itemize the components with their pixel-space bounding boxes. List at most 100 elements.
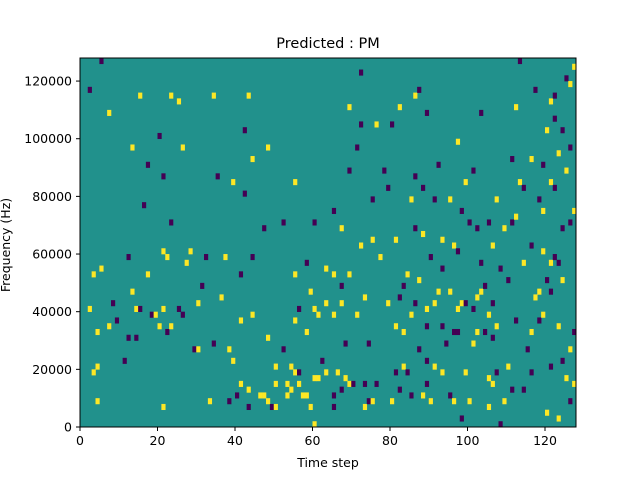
heatmap-cell <box>339 386 344 393</box>
heatmap-cell <box>269 403 275 411</box>
heatmap-cell <box>362 294 368 301</box>
heatmap-cell <box>308 403 313 411</box>
heatmap-cell <box>126 254 131 261</box>
heatmap-cell <box>510 156 515 163</box>
heatmap-cell <box>529 156 534 163</box>
heatmap-cell <box>537 317 542 324</box>
heatmap-cell <box>397 386 402 393</box>
heatmap-cell <box>486 219 492 226</box>
heatmap-cell <box>440 265 445 272</box>
heatmap-cell <box>506 363 511 370</box>
heatmap-cell <box>316 375 321 382</box>
heatmap-cell <box>440 369 445 376</box>
heatmap-cell <box>130 288 135 295</box>
heatmap-cell <box>541 161 546 168</box>
heatmap-cell <box>421 230 426 238</box>
heatmap-cell <box>304 328 309 336</box>
heatmap-cell <box>180 311 185 318</box>
heatmap-cell <box>343 340 348 347</box>
heatmap-cell <box>467 219 472 226</box>
y-tick-label: 40000 <box>32 304 72 319</box>
heatmap-cell <box>142 202 147 209</box>
heatmap-cell <box>250 156 255 163</box>
heatmap-cell <box>176 305 182 312</box>
heatmap-cell <box>397 104 402 111</box>
heatmap-cell <box>475 328 480 336</box>
heatmap-cell <box>238 271 244 278</box>
heatmap-cell <box>393 323 399 330</box>
heatmap-cell <box>471 340 476 347</box>
heatmap-cell <box>312 421 317 428</box>
heatmap-cell <box>537 288 542 295</box>
heatmap-cell <box>494 323 499 330</box>
heatmap-cell <box>514 104 519 111</box>
x-tick-label: 40 <box>227 433 243 448</box>
x-tick-label: 0 <box>76 433 84 448</box>
heatmap-cell <box>506 277 511 284</box>
x-axis: 0 20 40 60 80 100 120 <box>76 427 557 448</box>
heatmap-cell <box>359 121 364 128</box>
heatmap-cell <box>568 219 573 226</box>
x-tick-label: 100 <box>456 433 480 448</box>
heatmap-cell <box>192 346 197 353</box>
heatmap-cell <box>529 369 534 376</box>
heatmap-cell <box>572 63 577 70</box>
chart-title: Predicted : PM <box>276 36 379 52</box>
heatmap-cell <box>331 403 337 411</box>
heatmap-cell <box>541 311 546 318</box>
heatmap-cell <box>556 150 561 157</box>
heatmap-cell <box>529 328 534 336</box>
heatmap-cell <box>401 328 406 336</box>
heatmap-cell <box>134 305 139 312</box>
heatmap-cell <box>273 363 278 370</box>
heatmap-cell <box>405 271 410 278</box>
heatmap-cell <box>362 403 368 411</box>
heatmap-cell <box>413 300 418 307</box>
heatmap-cell <box>107 323 112 330</box>
heatmap-cell <box>514 317 519 324</box>
heatmap-cell <box>421 184 426 191</box>
heatmap-cell <box>397 294 402 301</box>
heatmap-cell <box>494 369 499 376</box>
heatmap-cell <box>91 369 96 376</box>
heatmap-cell <box>486 375 492 382</box>
heatmap-cell <box>285 392 290 399</box>
heatmap-cell <box>165 254 170 261</box>
heatmap-cell <box>238 317 244 324</box>
heatmap-cell <box>413 173 418 180</box>
heatmap-cell <box>149 311 154 318</box>
heatmap-cell <box>281 219 286 226</box>
heatmap-cell <box>548 259 554 266</box>
heatmap-cell <box>95 328 100 336</box>
heatmap-cell <box>502 398 507 405</box>
heatmap-cell <box>308 288 313 295</box>
heatmap-cell <box>95 398 100 405</box>
heatmap-cell <box>312 305 317 312</box>
heatmap-cell <box>564 375 569 382</box>
heatmap-cell <box>533 86 538 93</box>
heatmap-cell <box>401 282 406 289</box>
heatmap-cell <box>510 386 515 393</box>
heatmap-cell <box>475 294 480 301</box>
heatmap-cell <box>560 127 565 134</box>
heatmap-cell <box>424 323 430 330</box>
heatmap-cell <box>153 311 158 318</box>
heatmap-cell <box>494 196 499 203</box>
heatmap-cell <box>180 144 185 151</box>
heatmap-cell <box>87 86 92 93</box>
heatmap-cell <box>545 277 550 284</box>
heatmap-cell <box>347 167 352 174</box>
heatmap-cell <box>266 144 271 151</box>
heatmap-cell <box>176 98 182 105</box>
heatmap-cell <box>169 92 174 99</box>
heatmap-cell <box>355 311 360 318</box>
heatmap-cell <box>517 58 523 65</box>
heatmap-cell <box>374 380 379 387</box>
y-tick-label: 120000 <box>24 74 72 89</box>
heatmap-cell <box>184 259 189 266</box>
heatmap-cell <box>293 317 298 324</box>
heatmap-cell <box>564 167 569 174</box>
heatmap-cell <box>351 380 356 387</box>
heatmap-cell <box>99 58 104 65</box>
